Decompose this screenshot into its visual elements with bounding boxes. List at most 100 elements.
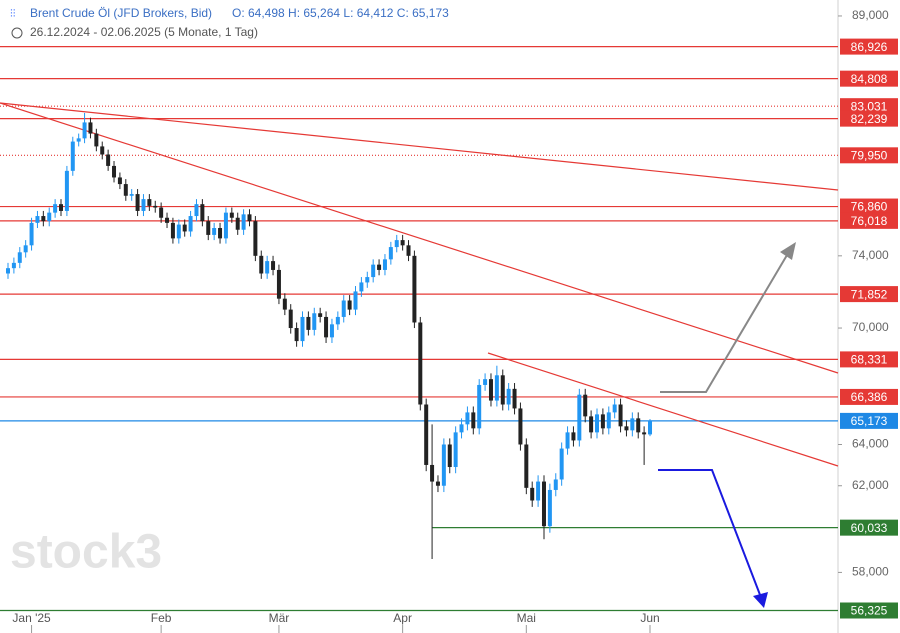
y-tick-label: 62,000	[852, 478, 889, 492]
candle-body	[377, 264, 382, 270]
level-tag	[840, 351, 898, 368]
candle-body	[223, 212, 228, 239]
level-label: 82,239	[851, 112, 888, 126]
x-tick-label: Jan '25	[12, 611, 51, 625]
candle-body	[612, 404, 617, 413]
y-tick-label: 89,000	[852, 8, 889, 22]
candle-body	[418, 322, 423, 405]
level-label: 84,808	[851, 72, 888, 86]
candle-body	[382, 259, 387, 270]
candle-body	[636, 418, 641, 433]
candle-body	[88, 122, 93, 134]
candle-body	[471, 412, 476, 429]
level-tag	[840, 98, 898, 115]
candle-body	[624, 426, 629, 431]
candle-body	[577, 394, 582, 441]
candle-body	[70, 141, 75, 171]
header-period: 26.12.2024 - 02.06.2025 (5 Monate, 1 Tag…	[30, 25, 258, 39]
candle-body	[595, 414, 599, 433]
candle-body	[506, 388, 511, 405]
trend-line	[0, 102, 839, 374]
candle-body	[282, 298, 287, 310]
candle-body	[483, 379, 488, 385]
y-tick-label: 58,000	[852, 565, 889, 579]
level-label: 83,031	[851, 99, 888, 113]
up-arrow	[660, 249, 791, 393]
candle-body	[170, 222, 175, 239]
level-tag	[840, 147, 898, 164]
level-tag	[840, 412, 898, 429]
candle-body	[388, 247, 393, 260]
candle-body	[229, 212, 234, 218]
candle-body	[6, 268, 10, 274]
candle-body	[182, 224, 187, 232]
y-tick-label: 74,000	[852, 248, 889, 262]
candle-body	[435, 481, 440, 486]
candle-body	[35, 216, 40, 223]
candle-body	[41, 216, 46, 222]
x-tick-label: Feb	[151, 611, 172, 625]
down-arrow-head	[753, 592, 768, 608]
x-tick-label: Jun	[640, 611, 659, 625]
y-tick-label: 64,000	[852, 437, 889, 451]
level-label: 60,033	[851, 521, 888, 535]
candle-body	[82, 122, 87, 139]
y-tick-label: 70,000	[852, 320, 889, 334]
trend-line	[487, 352, 839, 467]
candle-body	[447, 444, 452, 468]
candle-body	[494, 375, 499, 401]
level-tag	[840, 38, 898, 55]
candle-body	[559, 448, 564, 480]
candle-body	[424, 404, 429, 465]
level-tag	[840, 286, 898, 303]
candle-body	[235, 217, 240, 230]
candle-body	[600, 414, 605, 429]
up-arrow-head	[780, 242, 796, 260]
candle-body	[589, 416, 594, 433]
level-tag	[840, 212, 898, 229]
candle-body	[276, 269, 281, 299]
candle-body	[347, 300, 352, 310]
candle-body	[241, 214, 246, 230]
candle-body	[648, 420, 653, 435]
level-label: 76,860	[851, 200, 888, 214]
candle-body	[618, 404, 623, 427]
candle-body	[583, 394, 588, 417]
candle-body	[147, 199, 152, 206]
candle-body	[112, 165, 117, 178]
x-tick-label: Mär	[269, 611, 290, 625]
header-bg	[0, 0, 330, 44]
candle-body	[571, 432, 576, 441]
level-tag	[840, 602, 898, 619]
level-label: 76,018	[851, 214, 888, 228]
level-label: 71,852	[851, 287, 888, 301]
trend-line	[0, 102, 839, 191]
candle-body	[165, 217, 170, 223]
candle-body	[141, 199, 146, 211]
candle-body	[259, 255, 264, 274]
candle-body	[76, 138, 81, 142]
candle-body	[606, 412, 611, 429]
level-label: 68,331	[851, 353, 888, 367]
candle-body	[430, 464, 435, 482]
candle-body	[371, 264, 376, 278]
candle-body	[459, 424, 464, 433]
candle-body	[536, 481, 541, 501]
candle-body	[29, 222, 34, 246]
candle-body	[23, 245, 28, 253]
x-tick-label: Mai	[517, 611, 536, 625]
candle-body	[53, 204, 58, 213]
x-tick-label: Apr	[393, 611, 412, 625]
level-tag	[840, 388, 898, 405]
candle-body	[17, 252, 22, 263]
candle-body	[306, 316, 311, 330]
candle-body	[212, 228, 217, 235]
candle-body	[400, 240, 405, 246]
candle-body	[318, 313, 323, 317]
candle-body	[541, 481, 546, 527]
candle-body	[123, 184, 128, 196]
candle-body	[135, 194, 140, 211]
candle-body	[630, 418, 635, 431]
candle-body	[365, 277, 370, 283]
candle-body	[547, 489, 552, 527]
